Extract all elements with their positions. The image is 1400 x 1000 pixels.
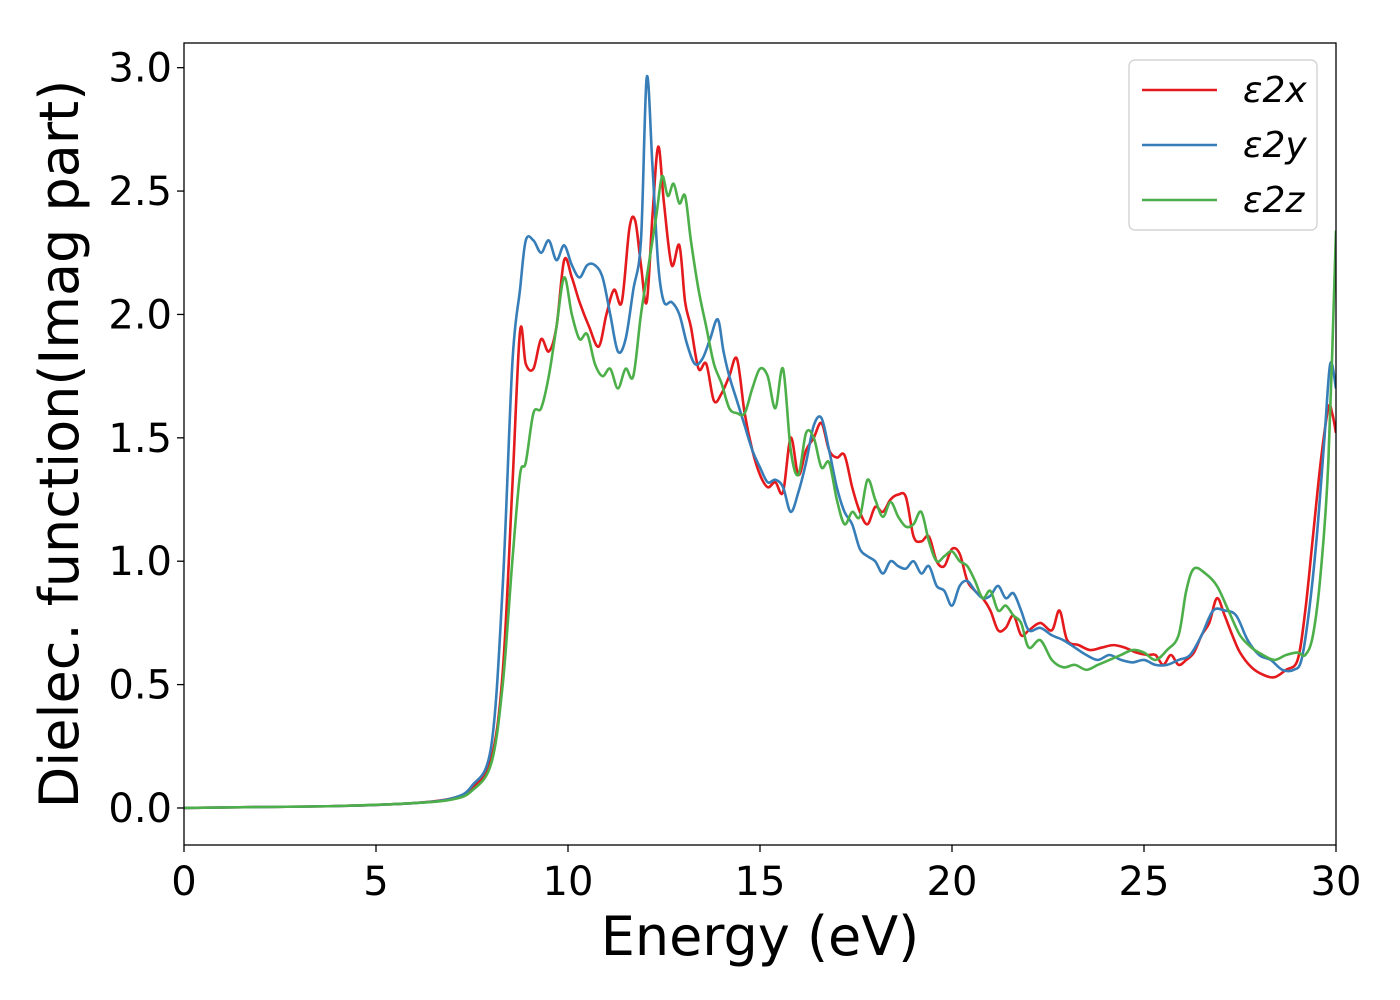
y-tick-label: 2.5 (108, 169, 172, 215)
y-tick-label: 1.0 (108, 539, 172, 585)
series-line-0 (184, 145, 1336, 810)
x-tick-label: 25 (1119, 859, 1170, 905)
x-tick-label: 20 (927, 859, 978, 905)
legend: ε2x ε2y ε2z (1128, 59, 1318, 231)
y-tick-label: 0.0 (108, 786, 172, 832)
y-axis-ticks: 0.0 0.5 1.0 1.5 2.0 2.5 3.0 (108, 46, 184, 832)
x-tick-label: 15 (735, 859, 786, 905)
y-tick-label: 1.5 (108, 416, 172, 462)
legend-label: ε2y (1243, 125, 1307, 166)
x-tick-label: 5 (363, 859, 388, 905)
y-axis-title: Dielec. function(Imag part) (28, 80, 91, 809)
x-tick-label: 10 (543, 859, 594, 905)
series-line-1 (184, 74, 1336, 810)
y-tick-label: 0.5 (108, 663, 172, 709)
y-tick-label: 3.0 (108, 46, 172, 92)
legend-label: ε2x (1243, 70, 1307, 111)
x-axis-title: Energy (eV) (601, 905, 920, 968)
series-line-2 (184, 174, 1336, 810)
y-tick-label: 2.0 (108, 292, 172, 338)
legend-label: ε2z (1243, 180, 1305, 221)
legend-box (1128, 59, 1318, 231)
plot-lines (184, 74, 1336, 810)
x-tick-label: 30 (1311, 859, 1362, 905)
x-tick-label: 0 (171, 859, 196, 905)
x-axis-ticks: 0 5 10 15 20 25 30 (171, 845, 1361, 905)
